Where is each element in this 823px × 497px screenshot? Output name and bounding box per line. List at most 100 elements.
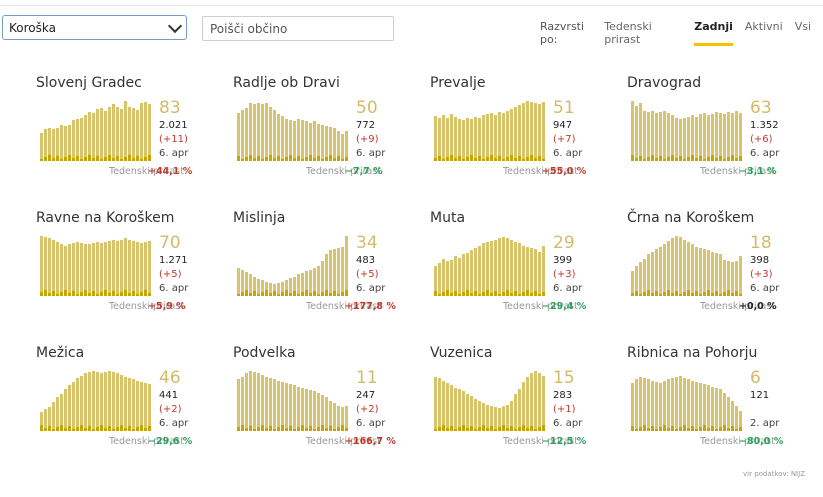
- sparkline-bar: [100, 108, 103, 161]
- sparkline-daily-bar: [655, 158, 658, 161]
- daily-diff: (+5): [356, 269, 379, 280]
- sparkline-daily-bar: [735, 429, 738, 431]
- sparkline-bar: [341, 407, 344, 431]
- municipality-card[interactable]: Ravne na Koroškem 70 1.271 (+5) 6. apr Tedens…: [36, 210, 226, 340]
- sparkline-bar: [88, 372, 91, 431]
- weekly-label: Tedenski prirast: [108, 166, 184, 177]
- sparkline-bar: [482, 403, 485, 431]
- sparkline-daily-bar: [687, 290, 690, 296]
- sparkline-daily-bar: [514, 291, 517, 296]
- sparkline-bar: [92, 371, 95, 431]
- sparkline-daily-bar: [277, 427, 280, 431]
- municipality-card[interactable]: Dravograd 63 1.352 (+6) 6. apr Tedenski prira…: [627, 75, 817, 205]
- sparkline-daily-bar: [64, 428, 67, 431]
- sparkline-daily-bar: [655, 429, 658, 431]
- municipality-card[interactable]: Mežica 46 441 (+2) 6. apr Tedenski prirast −29…: [36, 345, 226, 475]
- sparkline-daily-bar: [337, 294, 340, 296]
- municipality-card[interactable]: Prevalje 51 947 (+7) 6. apr Tedenski prirast +…: [430, 75, 620, 205]
- sparkline-bar: [60, 125, 63, 161]
- sparkline-daily-bar: [675, 158, 678, 161]
- sparkline-daily-bar: [719, 156, 722, 161]
- sparkline-daily-bar: [257, 156, 260, 161]
- sparkline-bar: [494, 115, 497, 161]
- sparkline-daily-bar: [526, 290, 529, 296]
- sparkline-bar: [237, 379, 240, 431]
- municipality-card[interactable]: Podvelka 11 247 (+2) 6. apr Tedenski prirast +…: [233, 345, 423, 475]
- sparkline-daily-bar: [305, 157, 308, 161]
- sparkline-daily-bar: [317, 294, 320, 296]
- sparkline-bar: [297, 274, 300, 296]
- sparkline-bar: [498, 112, 501, 161]
- sparkline-daily-bar: [486, 428, 489, 431]
- sparkline-daily-bar: [727, 290, 730, 296]
- sparkline-bar: [647, 112, 650, 161]
- sparkline-daily-bar: [128, 155, 131, 161]
- sparkline-bar: [96, 242, 99, 296]
- sort-option-latest[interactable]: Zadnji: [694, 20, 733, 46]
- total-cases: 1.352: [750, 120, 779, 131]
- sparkline-bar: [84, 115, 87, 161]
- sparkline-bar: [731, 401, 734, 431]
- sparkline-bar: [44, 409, 47, 431]
- sparkline-bar: [534, 371, 537, 431]
- municipality-card[interactable]: Mislinja 34 483 (+5) 6. apr Tedenski prirast +…: [233, 210, 423, 340]
- sparkline-daily-bar: [675, 291, 678, 296]
- sparkline-daily-bar: [257, 427, 260, 431]
- municipality-card[interactable]: Ribnica na Pohorju 6 121 2. apr Tedenski pri…: [627, 345, 817, 475]
- last-date: 6. apr: [356, 418, 386, 429]
- sparkline-bar: [711, 387, 714, 431]
- sparkline-bar: [687, 242, 690, 296]
- sparkline-daily-bar: [522, 292, 525, 296]
- municipality-card[interactable]: Vuzenica 15 283 (+1) 6. apr Tedenski prirast −…: [430, 345, 620, 475]
- sparkline-bar: [663, 244, 666, 296]
- sparkline-daily-bar: [52, 291, 55, 296]
- sparkline-daily-bar: [136, 294, 139, 296]
- sparkline-daily-bar: [124, 290, 127, 296]
- municipality-card[interactable]: Črna na Koroškem 18 398 (+3) 6. apr Tedenski …: [627, 210, 817, 340]
- search-input[interactable]: [202, 16, 394, 41]
- sparkline-bar: [273, 110, 276, 161]
- sparkline-bar: [474, 399, 477, 431]
- sparkline-daily-bar: [438, 156, 441, 161]
- sparkline-daily-bar: [313, 158, 316, 161]
- sparkline-bar: [265, 377, 268, 431]
- sparkline-bar: [518, 105, 521, 161]
- active-cases: 83: [159, 98, 181, 118]
- sparkline-daily-bar: [458, 294, 461, 296]
- sparkline-bar: [269, 283, 272, 296]
- sparkline-daily-bar: [249, 293, 252, 296]
- sparkline-daily-bar: [136, 156, 139, 161]
- sparkline-daily-bar: [253, 158, 256, 161]
- sparkline-daily-bar: [313, 291, 316, 296]
- sparkline-daily-bar: [68, 426, 71, 431]
- sparkline-chart: [434, 371, 545, 431]
- sparkline-daily-bar: [526, 428, 529, 431]
- source-note: vir podatkov: NIJZ: [743, 470, 805, 478]
- sparkline-bar: [727, 397, 730, 431]
- daily-diff: (+3): [553, 269, 576, 280]
- sparkline-bar: [458, 389, 461, 431]
- sparkline-daily-bar: [506, 428, 509, 431]
- municipality-card[interactable]: Radlje ob Dravi 50 772 (+9) 6. apr Tedenski p…: [233, 75, 423, 205]
- sparkline-bar: [735, 261, 738, 296]
- sparkline-bar: [679, 119, 682, 161]
- sort-option-weekly[interactable]: Tedenski prirast: [604, 20, 652, 46]
- sparkline-bar: [56, 128, 59, 161]
- last-date: 6. apr: [553, 283, 583, 294]
- sparkline-bar: [450, 260, 453, 296]
- sort-option-all[interactable]: Vsi: [794, 20, 811, 33]
- sparkline-daily-bar: [48, 426, 51, 431]
- municipality-card[interactable]: Slovenj Gradec 83 2.021 (+11) 6. apr Tedenski…: [36, 75, 226, 205]
- weekly-growth: +166,7 %: [345, 436, 396, 447]
- sparkline-bar: [506, 238, 509, 296]
- sparkline-daily-bar: [52, 429, 55, 431]
- sparkline-daily-bar: [64, 290, 67, 296]
- sparkline-bar: [64, 126, 67, 161]
- sparkline-bar: [64, 389, 67, 431]
- region-select[interactable]: Koroška: [2, 15, 187, 40]
- municipality-card[interactable]: Muta 29 399 (+3) 6. apr Tedenski prirast −29,4…: [430, 210, 620, 340]
- sort-option-active[interactable]: Aktivni: [744, 20, 783, 33]
- chevron-down-icon[interactable]: [167, 18, 183, 33]
- sparkline-bar: [132, 241, 135, 296]
- sparkline-daily-bar: [237, 294, 240, 296]
